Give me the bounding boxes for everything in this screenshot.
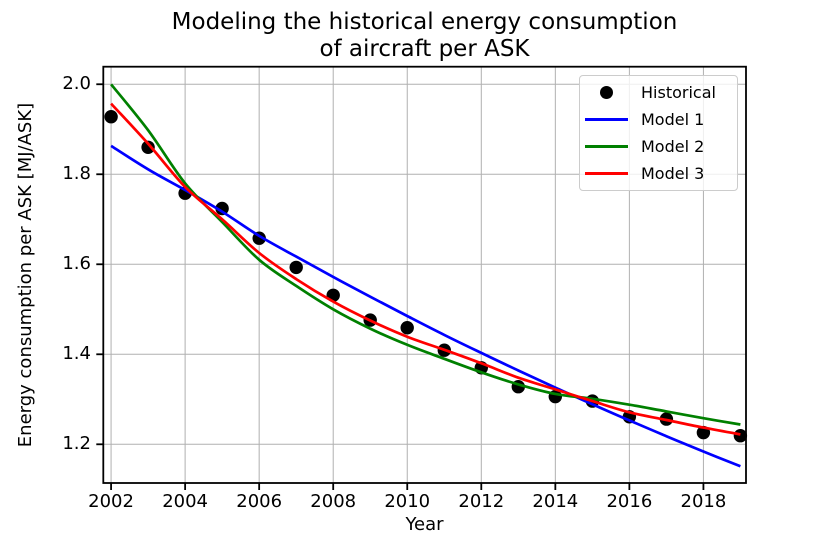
model-1-line	[110, 144, 741, 468]
data-point	[141, 140, 155, 154]
x-tick-label-2008: 2008	[310, 491, 357, 512]
y-tick-label-1.6: 1.6	[62, 253, 91, 275]
y-tick-label-1.2: 1.2	[62, 433, 91, 455]
legend-marker-area	[580, 145, 632, 148]
data-point	[104, 110, 118, 124]
legend-label-model-3: Model 3	[641, 164, 705, 183]
y-tick-label-1.4: 1.4	[62, 343, 91, 365]
x-tick-label-2006: 2006	[236, 491, 283, 512]
legend-label-model-2: Model 2	[641, 137, 705, 156]
legend: Historical Model 1 Model 2 Model 3	[579, 75, 738, 191]
legend-item-historical: Historical	[580, 79, 737, 106]
data-point	[215, 201, 229, 216]
axes-spines	[96, 65, 747, 490]
x-tick-label-2002: 2002	[88, 491, 134, 512]
x-tick-label-2016: 2016	[606, 491, 653, 512]
gridlines	[103, 66, 746, 483]
chart-title-line-1: Modeling the historical energy consumpti…	[171, 9, 678, 35]
model-1-line-marker-icon	[584, 118, 628, 121]
legend-label-historical: Historical	[641, 83, 716, 102]
chart-title-line-2: of aircraft per ASK	[319, 36, 530, 62]
y-axis-label: Energy consumption per ASK [MJ/ASK]	[15, 102, 36, 448]
x-tick-label-2018: 2018	[680, 491, 727, 512]
x-tick-label-2010: 2010	[384, 491, 431, 512]
chart-title: Modeling the historical energy consumpti…	[103, 9, 746, 63]
data-point	[400, 321, 414, 335]
y-tick-label-1.8: 1.8	[62, 163, 91, 185]
model-3-line	[110, 102, 741, 436]
legend-item-model-1: Model 1	[580, 106, 737, 133]
legend-label-model-1: Model 1	[641, 110, 705, 129]
historical-dot-marker-icon	[599, 86, 613, 99]
historical-points	[104, 110, 748, 443]
legend-item-model-3: Model 3	[580, 160, 737, 187]
legend-marker-area	[580, 86, 632, 99]
x-axis-label: Year	[405, 514, 444, 535]
y-tick-label-2.0: 2.0	[62, 73, 91, 95]
data-point	[733, 429, 748, 443]
x-tick-label-2014: 2014	[532, 491, 579, 512]
legend-item-model-2: Model 2	[580, 133, 737, 160]
data-point	[289, 260, 303, 275]
legend-marker-area	[580, 118, 632, 121]
model-3-line-marker-icon	[584, 172, 628, 175]
legend-marker-area	[580, 172, 632, 175]
model-2-line-marker-icon	[584, 145, 628, 148]
x-tick-label-2012: 2012	[458, 491, 505, 512]
x-tick-label-2004: 2004	[162, 491, 209, 512]
